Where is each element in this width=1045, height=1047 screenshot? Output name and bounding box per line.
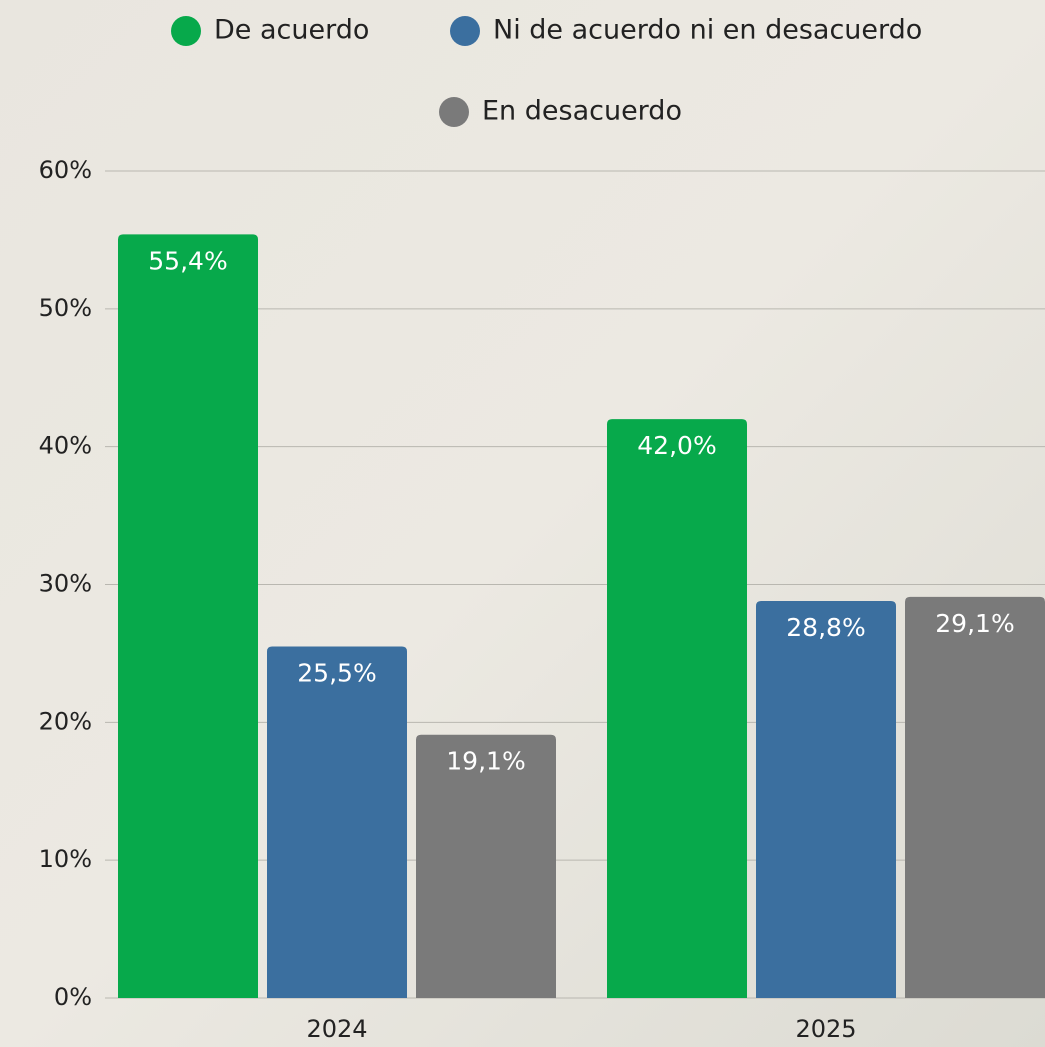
- value-label: 19,1%: [446, 747, 525, 776]
- y-tick-label: 40%: [39, 432, 92, 460]
- value-label: 25,5%: [297, 659, 376, 688]
- y-tick-label: 30%: [39, 570, 92, 598]
- value-label: 42,0%: [637, 431, 716, 460]
- y-tick-label: 10%: [39, 845, 92, 873]
- bar: [118, 234, 258, 998]
- bar: [756, 601, 896, 998]
- y-tick-label: 20%: [39, 707, 92, 735]
- x-tick-label: 2024: [306, 1015, 367, 1043]
- x-tick-label: 2025: [795, 1015, 856, 1043]
- legend-marker: [450, 16, 480, 46]
- y-tick-label: 50%: [39, 294, 92, 322]
- legend-label: De acuerdo: [214, 15, 369, 46]
- value-label: 29,1%: [935, 609, 1014, 638]
- value-label: 55,4%: [148, 246, 227, 275]
- y-tick-label: 0%: [54, 983, 92, 1011]
- legend-label: Ni de acuerdo ni en desacuerdo: [493, 15, 922, 46]
- chart: 0% 10% 20% 30% 40% 50% 60% De acuerdo Ni de acue…: [0, 0, 1045, 1047]
- bar: [267, 647, 407, 998]
- value-label: 28,8%: [786, 613, 865, 642]
- legend-marker: [439, 97, 469, 127]
- y-tick-label: 60%: [39, 156, 92, 184]
- legend-marker: [171, 16, 201, 46]
- legend-label: En desacuerdo: [482, 96, 682, 127]
- bar: [607, 419, 747, 998]
- bar: [905, 597, 1045, 998]
